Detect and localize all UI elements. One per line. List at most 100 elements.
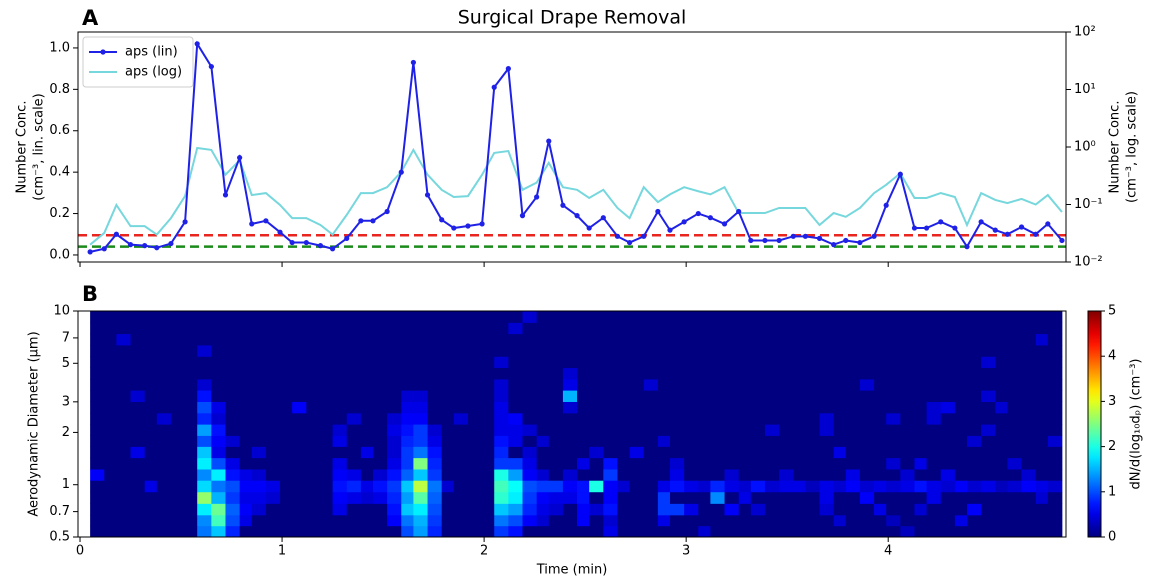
heatmap-cell <box>467 322 483 335</box>
heatmap-cell <box>387 446 402 459</box>
heatmap-cell <box>265 491 281 504</box>
heatmap-cell <box>332 503 348 516</box>
heatmap-cell <box>536 446 550 459</box>
heatmap-cell <box>724 503 740 516</box>
heatmap-cell <box>467 379 483 391</box>
heatmap-cell <box>684 480 699 493</box>
heatmap-cell <box>589 311 604 323</box>
heatmap-cell <box>1007 491 1022 504</box>
heatmap-cell <box>280 367 293 380</box>
heatmap-cell <box>156 401 172 414</box>
heatmap-cell <box>738 311 752 323</box>
heatmap-cell <box>211 345 226 357</box>
heatmap-cell <box>793 469 806 481</box>
heatmap-cell <box>1021 503 1037 516</box>
colorbar-tick-label: 1 <box>1108 484 1116 499</box>
heatmap-cell <box>738 446 752 459</box>
heatmap-cell <box>710 469 725 481</box>
heatmap-cell <box>764 525 780 538</box>
heatmap-cell <box>292 345 307 357</box>
heatmap-cell <box>684 446 699 459</box>
heatmap-cell <box>453 345 469 357</box>
heatmap-cell <box>401 401 414 414</box>
heatmap-cell <box>589 446 604 459</box>
heatmap-cell <box>265 333 281 346</box>
heatmap-cell <box>629 480 645 493</box>
heatmap-cell <box>981 424 996 436</box>
heatmap-cell <box>482 322 495 335</box>
heatmap-cell <box>995 480 1008 493</box>
heatmap-cell <box>966 435 982 447</box>
heatmap-cell <box>859 525 875 538</box>
heatmap-cell <box>1007 424 1022 436</box>
heatmap-cell <box>360 457 374 470</box>
heatmap-cell <box>453 390 469 402</box>
heatmap-cell <box>116 514 131 527</box>
heatmap-cell <box>467 469 483 481</box>
heatmap-cell <box>845 503 861 516</box>
heatmap-cell <box>130 333 146 346</box>
heatmap-cell <box>441 446 455 459</box>
heatmap-cell <box>874 446 887 459</box>
heatmap-cell <box>225 379 241 391</box>
heatmap-cell <box>966 424 982 436</box>
heatmap-cell <box>1035 356 1049 369</box>
heatmap-cell <box>427 424 443 436</box>
heatmap-cell <box>225 491 241 504</box>
heatmap-cell <box>508 311 523 323</box>
point <box>964 244 970 250</box>
heatmap-cell <box>144 412 158 425</box>
heatmap-cell <box>954 435 968 447</box>
heatmap-cell <box>710 491 725 504</box>
heatmap-cell <box>940 333 956 346</box>
heatmap-cell <box>508 401 523 414</box>
heatmap-cell <box>197 424 212 436</box>
heatmap-cell <box>710 457 725 470</box>
heatmap-cell <box>265 457 281 470</box>
point <box>263 218 269 224</box>
heatmap-cell <box>197 311 212 323</box>
heatmap-cell <box>156 480 172 493</box>
heatmap-cell <box>617 333 630 346</box>
heatmap-cell <box>900 322 915 335</box>
heatmap-cell <box>332 322 348 335</box>
heatmap-cell <box>657 401 671 414</box>
heatmap-cell <box>684 379 699 391</box>
heatmap-cell <box>793 435 806 447</box>
heatmap-cell <box>698 480 711 493</box>
heatmap-cell <box>413 424 428 436</box>
heatmap-cell <box>603 435 618 447</box>
heatmap-cell <box>197 503 212 516</box>
heatmap-cell <box>130 457 146 470</box>
heatmap-cell <box>981 333 996 346</box>
heatmap-cell <box>710 503 725 516</box>
heatmap-cell <box>306 345 321 357</box>
heatmap-cell <box>724 379 740 391</box>
heatmap-cell <box>940 390 956 402</box>
heatmap-cell <box>170 333 186 346</box>
heatmap-cell <box>874 480 887 493</box>
heatmap-cell <box>280 446 293 459</box>
heatmap-cell <box>886 491 901 504</box>
heatmap-cell <box>522 367 538 380</box>
heatmap-cell <box>211 333 226 346</box>
heatmap-cell <box>724 457 740 470</box>
heatmap-cell <box>508 435 523 447</box>
point <box>439 217 445 223</box>
heatmap-cell <box>1007 435 1022 447</box>
heatmap-cell <box>995 514 1008 527</box>
heatmap-cell <box>104 514 117 527</box>
heatmap-cell <box>239 412 253 425</box>
heatmap-cell <box>130 446 146 459</box>
heatmap-cell <box>280 469 293 481</box>
heatmap-cell <box>940 446 956 459</box>
heatmap-cell <box>401 480 414 493</box>
heatmap-cell <box>346 469 362 481</box>
heatmap-cell <box>684 390 699 402</box>
heatmap-cell <box>764 333 780 346</box>
heatmap-cell <box>793 480 806 493</box>
heatmap-cell <box>170 412 186 425</box>
heatmap-cell <box>401 311 414 323</box>
heatmap-cell <box>845 356 861 369</box>
heatmap-cell <box>643 480 659 493</box>
